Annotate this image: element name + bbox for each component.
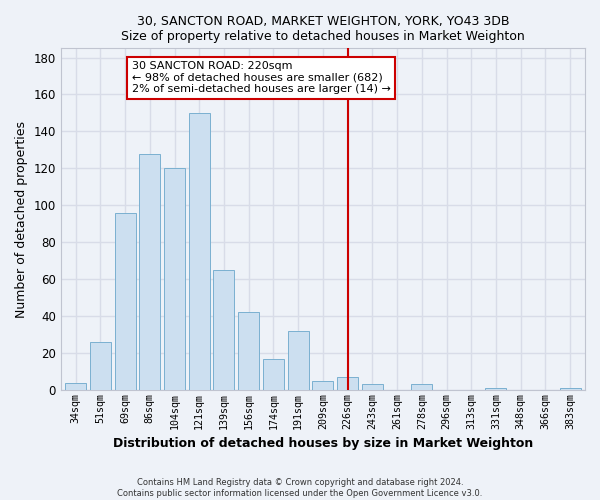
- Bar: [560, 388, 581, 390]
- Text: Contains HM Land Registry data © Crown copyright and database right 2024.
Contai: Contains HM Land Registry data © Crown c…: [118, 478, 482, 498]
- Bar: [115, 212, 136, 390]
- Bar: [337, 377, 358, 390]
- Title: 30, SANCTON ROAD, MARKET WEIGHTON, YORK, YO43 3DB
Size of property relative to d: 30, SANCTON ROAD, MARKET WEIGHTON, YORK,…: [121, 15, 525, 43]
- Bar: [313, 380, 334, 390]
- Y-axis label: Number of detached properties: Number of detached properties: [15, 120, 28, 318]
- Bar: [164, 168, 185, 390]
- X-axis label: Distribution of detached houses by size in Market Weighton: Distribution of detached houses by size …: [113, 437, 533, 450]
- Bar: [65, 382, 86, 390]
- Bar: [238, 312, 259, 390]
- Bar: [139, 154, 160, 390]
- Text: 30 SANCTON ROAD: 220sqm
← 98% of detached houses are smaller (682)
2% of semi-de: 30 SANCTON ROAD: 220sqm ← 98% of detache…: [131, 62, 391, 94]
- Bar: [287, 331, 308, 390]
- Bar: [263, 358, 284, 390]
- Bar: [214, 270, 235, 390]
- Bar: [411, 384, 433, 390]
- Bar: [362, 384, 383, 390]
- Bar: [90, 342, 111, 390]
- Bar: [189, 113, 210, 390]
- Bar: [485, 388, 506, 390]
